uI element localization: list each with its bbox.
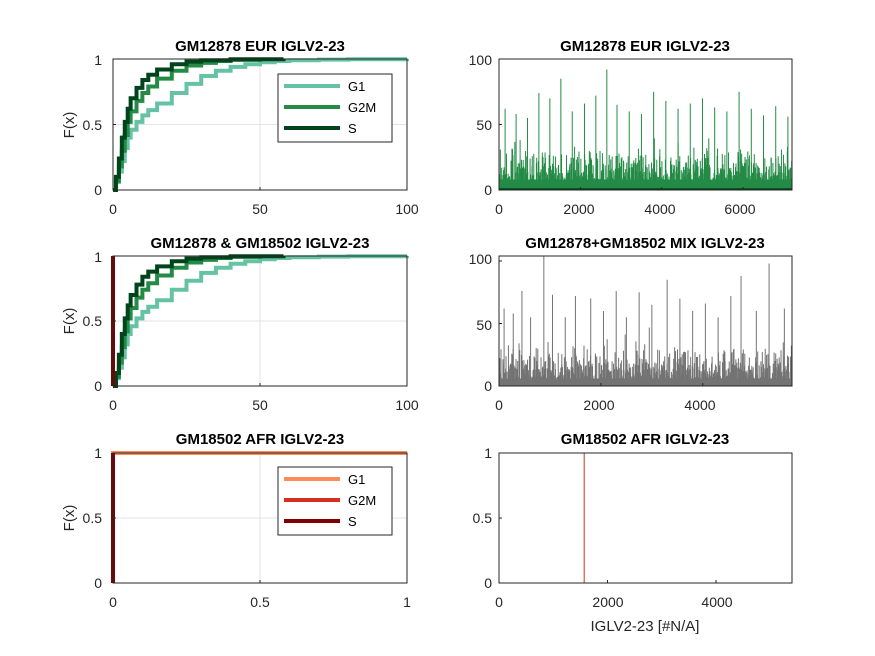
x-tick-label: 2000 [583, 397, 614, 413]
panel-title: GM18502 AFR IGLV2-23 [561, 431, 729, 448]
x-tick-label: 1 [403, 594, 411, 610]
y-tick-label: 0 [484, 378, 492, 394]
panel-title: GM12878 EUR IGLV2-23 [560, 38, 730, 55]
legend-label-s: S [348, 121, 357, 136]
x-tick-label: 4000 [701, 594, 732, 610]
panel-title: GM12878 & GM18502 IGLV2-23 [151, 235, 370, 252]
cdf-series-line [113, 254, 262, 388]
y-axis-label: F(x) [61, 112, 78, 139]
legend: G1 G2M S [277, 466, 393, 536]
y-tick-label: 1 [94, 249, 102, 265]
bar-base-band [499, 179, 792, 190]
y-tick-label: 1 [94, 445, 102, 461]
panel-bar-middle: GM12878+GM18502 MIX IGLV2-23 100 50 0 0 … [469, 235, 765, 413]
y-tick-label: 0.5 [83, 117, 103, 133]
x-tick-label: 50 [252, 201, 268, 217]
panel-title: GM12878+GM18502 MIX IGLV2-23 [525, 235, 764, 252]
x-tick-label: 0 [495, 594, 503, 610]
legend-label-g2m: G2M [348, 100, 376, 115]
x-tick-label: 4000 [644, 201, 675, 217]
x-tick-label: 100 [395, 397, 419, 413]
x-tick-label: 0 [109, 201, 117, 217]
y-tick-label: 1 [94, 52, 102, 68]
y-tick-label: 0.5 [83, 313, 103, 329]
x-tick-label: 0 [495, 201, 503, 217]
plot-area [498, 58, 793, 191]
x-tick-label: 0 [109, 594, 117, 610]
y-tick-label: 0 [94, 182, 102, 198]
panel-title: GM12878 EUR IGLV2-23 [175, 38, 345, 55]
cdf-series-line [113, 254, 286, 388]
panel-title: GM18502 AFR IGLV2-23 [176, 431, 344, 448]
legend-label-s: S [348, 514, 357, 529]
x-axis-label: IGLV2-23 [#N/A] [591, 618, 700, 635]
plot-area [111, 451, 408, 584]
y-tick-label: 0.5 [83, 510, 103, 526]
x-tick-label: 0.5 [250, 594, 270, 610]
panel-cdf-top: GM12878 EUR IGLV2-23 F(x) 1 0.5 0 0 50 1… [61, 38, 419, 217]
y-tick-label: 0 [94, 575, 102, 591]
y-tick-label: 0.5 [473, 510, 493, 526]
y-axis-label: F(x) [61, 505, 78, 532]
legend: G1 G2M S [277, 73, 393, 143]
x-tick-label: 6000 [724, 201, 755, 217]
y-tick-label: 50 [476, 317, 492, 333]
plot-area [498, 255, 793, 387]
bar-base-band [499, 378, 792, 386]
x-tick-label: 100 [395, 201, 419, 217]
x-tick-label: 50 [252, 397, 268, 413]
legend-label-g2m: G2M [348, 493, 376, 508]
plot-area [498, 452, 793, 584]
cdf-series-line [113, 57, 286, 192]
y-tick-label: 100 [469, 52, 493, 68]
x-tick-label: 0 [495, 397, 503, 413]
axes-box [498, 255, 793, 387]
panel-bar-bottom: GM18502 AFR IGLV2-23 1 0.5 0 0 2000 4000… [473, 431, 733, 635]
y-tick-label: 0 [484, 182, 492, 198]
cdf-series-line [113, 57, 262, 192]
x-tick-label: 4000 [684, 397, 715, 413]
panel-bar-top: GM12878 EUR IGLV2-23 100 50 0 0 2000 400… [469, 38, 756, 217]
y-tick-label: 1 [484, 445, 492, 461]
y-tick-label: 100 [469, 251, 493, 267]
y-axis-label: F(x) [61, 308, 78, 335]
legend-label-g1: G1 [348, 79, 365, 94]
plot-area [111, 254, 409, 388]
legend-label-g1: G1 [348, 472, 365, 487]
panel-cdf-bottom: GM18502 AFR IGLV2-23 F(x) 1 0.5 0 0 0.5 … [61, 431, 411, 610]
y-tick-label: 0 [94, 378, 102, 394]
y-tick-label: 0 [484, 575, 492, 591]
x-tick-label: 2000 [563, 201, 594, 217]
x-tick-label: 0 [109, 397, 117, 413]
y-tick-label: 50 [476, 117, 492, 133]
panel-cdf-middle: GM12878 & GM18502 IGLV2-23 F(x) 1 0.5 0 … [61, 235, 419, 413]
x-tick-label: 2000 [592, 594, 623, 610]
